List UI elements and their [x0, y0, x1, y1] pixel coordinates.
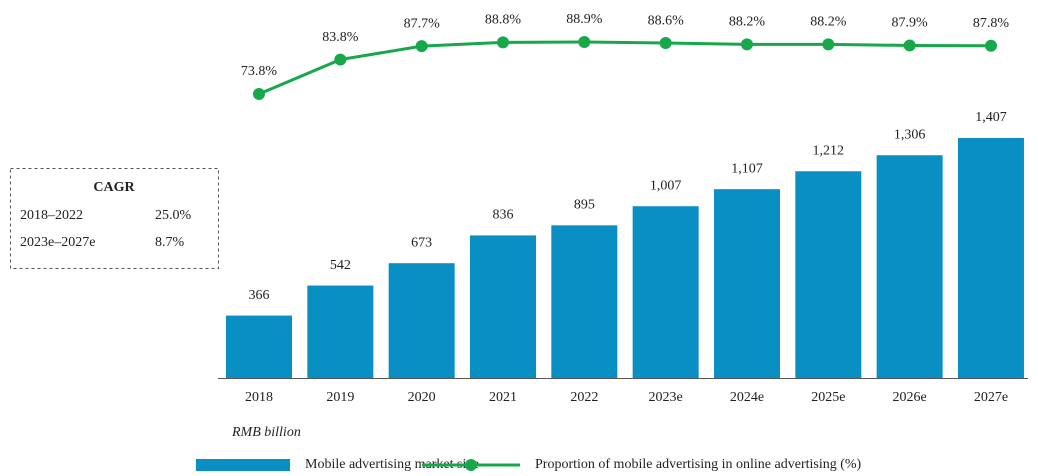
- x-tick-label: 2019: [326, 390, 354, 405]
- line-value-label: 88.2%: [729, 15, 766, 30]
- legend-label: Proportion of mobile advertising in onli…: [535, 457, 862, 472]
- bar-value-label: 542: [330, 258, 351, 273]
- bar-value-label: 895: [574, 198, 595, 213]
- line-point: [253, 88, 265, 100]
- bar: [876, 155, 943, 378]
- bar-value-label: 1,007: [650, 178, 682, 193]
- line-value-label: 87.8%: [973, 16, 1010, 31]
- bar: [226, 315, 292, 378]
- bar-value-label: 366: [249, 288, 270, 303]
- line-point: [740, 38, 753, 51]
- x-tick-label: 2020: [408, 390, 436, 405]
- bar: [388, 263, 455, 378]
- line-point: [984, 39, 997, 52]
- bar: [307, 285, 374, 378]
- cagr-period: 2018–2022: [20, 208, 83, 223]
- unit-note: RMB billion: [231, 425, 301, 440]
- bar-value-label: 1,306: [894, 127, 926, 142]
- legend-swatch: [196, 459, 290, 471]
- line-value-label: 88.9%: [566, 12, 603, 27]
- x-tick-label: 2021: [489, 390, 517, 405]
- line: [258, 40, 991, 96]
- x-tick-label: 2027e: [974, 390, 1008, 405]
- legend-swatch: [465, 459, 477, 471]
- bar-value-label: 1,212: [813, 143, 845, 158]
- line-value-label: 88.2%: [810, 15, 847, 30]
- line-point: [496, 36, 509, 49]
- line-point: [415, 40, 428, 53]
- bar: [551, 225, 618, 378]
- cagr-value: 25.0%: [155, 208, 192, 223]
- bar-value-label: 1,107: [731, 161, 763, 176]
- cagr-title: CAGR: [93, 180, 135, 195]
- bar: [469, 235, 536, 378]
- x-tick-label: 2026e: [893, 390, 927, 405]
- line-point: [903, 39, 916, 52]
- bar: [713, 189, 780, 378]
- x-tick-label: 2024e: [730, 390, 764, 405]
- line-value-label: 88.8%: [485, 13, 522, 28]
- line-value-label: 83.8%: [322, 30, 359, 45]
- line-point: [659, 37, 672, 50]
- x-tick-label: 2022: [570, 390, 598, 405]
- line-point: [334, 53, 347, 66]
- cagr-value: 8.7%: [155, 235, 185, 250]
- x-tick-label: 2025e: [811, 390, 845, 405]
- legend-label: Mobile advertising market size: [305, 457, 479, 472]
- bar: [795, 171, 862, 378]
- line-value-label: 73.8%: [241, 64, 278, 79]
- line-value-label: 87.9%: [892, 16, 929, 31]
- line-point: [578, 36, 591, 48]
- bar-value-label: 836: [492, 208, 513, 223]
- line-point: [822, 38, 835, 51]
- line-value-label: 87.7%: [404, 16, 441, 31]
- bar: [957, 138, 1024, 378]
- x-tick-label: 2023e: [649, 390, 683, 405]
- x-tick-label: 2018: [245, 390, 273, 405]
- bar: [632, 206, 699, 378]
- bar-value-label: 673: [411, 235, 432, 250]
- cagr-box: [10, 168, 219, 269]
- cagr-period: 2023e–2027e: [20, 235, 95, 250]
- bar-value-label: 1,407: [975, 110, 1007, 125]
- line-value-label: 88.6%: [648, 13, 685, 28]
